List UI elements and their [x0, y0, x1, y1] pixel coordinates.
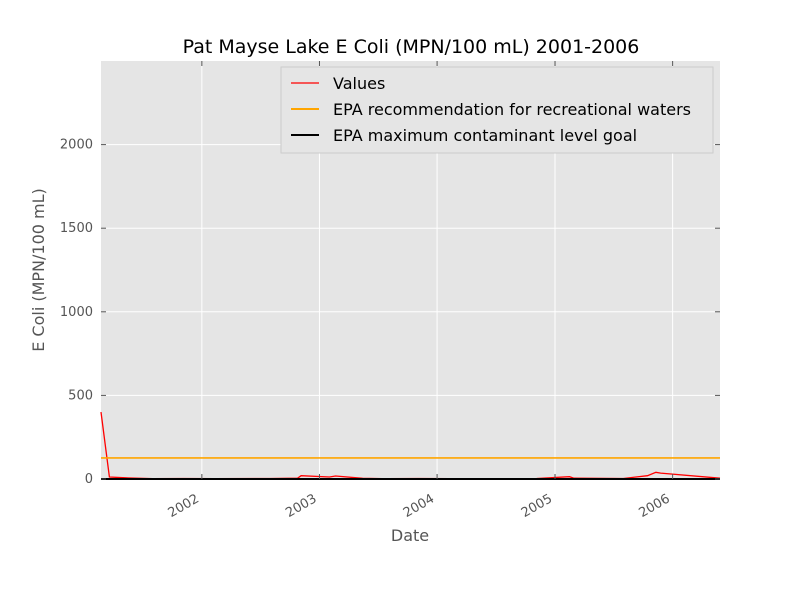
- x-tick-label: 2002: [166, 491, 202, 521]
- legend: Values EPA recommendation for recreationa…: [280, 66, 714, 154]
- legend-box: [280, 66, 714, 154]
- legend-label: Values: [333, 74, 385, 93]
- series-layer: [100, 412, 721, 480]
- y-tick-label: 2000: [60, 138, 93, 153]
- legend-label: EPA recommendation for recreational wate…: [333, 100, 691, 119]
- y-axis-label: E Coli (MPN/100 mL): [29, 188, 48, 352]
- y-tick-label: 500: [68, 388, 93, 403]
- y-tick-label: 1000: [60, 305, 93, 320]
- legend-label: EPA maximum contaminant level goal: [333, 126, 637, 145]
- y-tick-label: 0: [85, 472, 93, 487]
- axis-ticks: [101, 61, 720, 480]
- chart-title: Pat Mayse Lake E Coli (MPN/100 mL) 2001-…: [183, 36, 640, 58]
- x-tick-label: 2004: [401, 491, 437, 521]
- x-axis-label: Date: [391, 526, 429, 545]
- y-tick-label: 1500: [60, 221, 93, 236]
- x-tick-label: 2006: [636, 491, 672, 521]
- x-tick-label: 2003: [283, 491, 319, 521]
- x-tick-label: 2005: [519, 491, 555, 521]
